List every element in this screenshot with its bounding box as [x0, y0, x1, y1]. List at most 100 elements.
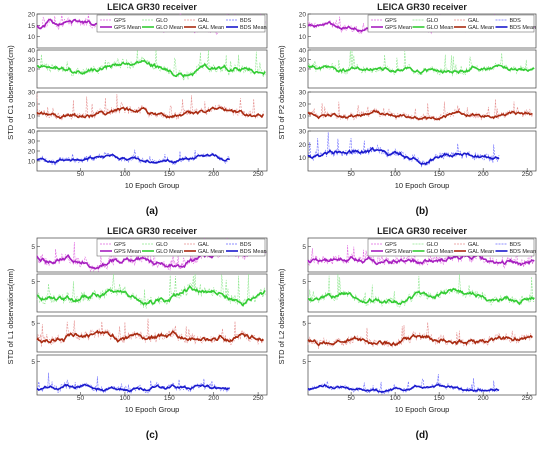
legend-label-gps: GPS [114, 242, 126, 248]
y-tick-label: 5 [302, 359, 306, 366]
x-axis-label: 10 Epoch Group [395, 181, 450, 190]
chart-title: LEICA GR30 receiver [377, 2, 467, 12]
y-tick-label: 30 [299, 90, 307, 97]
subplot-frame [307, 91, 537, 129]
series-glo-mean [37, 59, 266, 79]
panel-label: (c) [146, 430, 158, 441]
y-tick-label: 5 [31, 321, 35, 328]
x-axis-label: 10 Epoch Group [125, 181, 180, 190]
legend-label-gal: GAL [468, 242, 479, 248]
series-gal-mean [36, 106, 265, 120]
subplot-frame [36, 130, 268, 172]
series-gal-mean [307, 333, 533, 347]
x-tick-label: 200 [478, 395, 489, 402]
subplot-gal: 5 [31, 315, 268, 353]
x-tick-label: 50 [77, 171, 85, 178]
y-tick-label: 15 [28, 23, 36, 30]
x-tick-label: 250 [522, 395, 533, 402]
chart-title: LEICA GR30 receiver [107, 226, 197, 236]
panel-label: (d) [416, 430, 429, 441]
x-tick-label: 100 [119, 395, 130, 402]
x-tick-label: 150 [164, 171, 175, 178]
legend-label-bds-mean: BDS Mean [240, 25, 267, 31]
subplot-gal: 10 20 30 [299, 90, 537, 129]
subplot-bds: 10 20 30 [299, 129, 537, 172]
legend-label-glo: GLO [427, 18, 439, 24]
x-tick-label: 200 [208, 171, 219, 178]
series-bds-mean [36, 153, 230, 165]
subplot-gal: 5 [302, 315, 537, 353]
legend-label-gps-mean: GPS Mean [385, 249, 412, 255]
series-gal-raw [307, 99, 533, 122]
subplot-glo: 20 30 40 [28, 48, 268, 89]
y-tick-label: 10 [28, 114, 36, 121]
legend-label-gps: GPS [385, 18, 397, 24]
subplot-gal: 10 20 30 [28, 90, 268, 129]
legend-label-glo-mean: GLO Mean [156, 25, 183, 31]
legend-label-glo: GLO [427, 242, 439, 248]
subplot-bds: 5 [302, 354, 537, 396]
legend-label-gps-mean: GPS Mean [114, 249, 141, 255]
legend-label-gps: GPS [385, 242, 397, 248]
y-axis-label: STD of L2 observations(mm) [277, 268, 286, 364]
x-tick-label: 150 [434, 395, 445, 402]
subplot-glo: 5 [302, 273, 537, 313]
y-tick-label: 30 [28, 139, 36, 146]
subplot-glo: 5 [31, 273, 268, 313]
legend-label-gal: GAL [198, 18, 209, 24]
x-tick-label: 100 [390, 395, 401, 402]
y-tick-label: 40 [299, 48, 307, 55]
y-tick-label: 30 [28, 57, 36, 64]
x-tick-label: 50 [348, 395, 356, 402]
y-tick-label: 30 [299, 129, 307, 136]
y-tick-label: 10 [299, 155, 307, 162]
x-tick-label: 250 [253, 395, 264, 402]
y-tick-label: 40 [28, 48, 36, 55]
subplot-frame [307, 354, 537, 396]
legend-label-bds: BDS [240, 18, 252, 24]
legend-label-bds: BDS [510, 242, 522, 248]
legend-label-gps-mean: GPS Mean [385, 25, 412, 31]
subplot-frame [307, 315, 537, 353]
legend-label-glo-mean: GLO Mean [156, 249, 183, 255]
x-tick-label: 50 [77, 395, 85, 402]
y-tick-label: 15 [299, 23, 307, 30]
subplot-frame [36, 273, 268, 313]
series-glo-mean [307, 287, 535, 306]
y-tick-label: 10 [28, 34, 36, 41]
y-tick-label: 20 [299, 12, 307, 19]
legend-label-bds: BDS [510, 18, 522, 24]
legend-label-bds: BDS [240, 242, 252, 248]
legend-label-gal: GAL [468, 18, 479, 24]
x-tick-label: 200 [208, 395, 219, 402]
y-tick-label: 10 [28, 159, 36, 166]
x-tick-label: 250 [522, 171, 533, 178]
panel-label: (a) [146, 206, 158, 217]
y-tick-label: 20 [299, 142, 307, 149]
x-axis-label: 10 Epoch Group [125, 405, 180, 414]
y-axis-label: STD of L1 observations(mm) [6, 268, 15, 364]
y-tick-label: 20 [28, 67, 36, 74]
y-tick-label: 5 [31, 279, 35, 286]
chart-panel-1: LEICA GR30 receiver 10 15 20 20 30 40 10 20 30 10 2… [6, 2, 268, 217]
legend-label-gal-mean: GAL Mean [468, 25, 494, 31]
series-glo-mean [36, 284, 266, 307]
legend-label-glo-mean: GLO Mean [427, 249, 454, 255]
legend-label-gps-mean: GPS Mean [114, 25, 141, 31]
y-tick-label: 5 [302, 244, 306, 251]
legend-label-glo: GLO [156, 18, 168, 24]
y-axis-label: STD of C1 observations(cm) [6, 45, 15, 140]
y-tick-label: 5 [31, 244, 35, 251]
subplot-frame [36, 354, 268, 396]
y-tick-label: 40 [28, 129, 36, 136]
y-tick-label: 20 [28, 149, 36, 156]
series-bds-mean [36, 383, 230, 393]
x-tick-label: 200 [478, 171, 489, 178]
